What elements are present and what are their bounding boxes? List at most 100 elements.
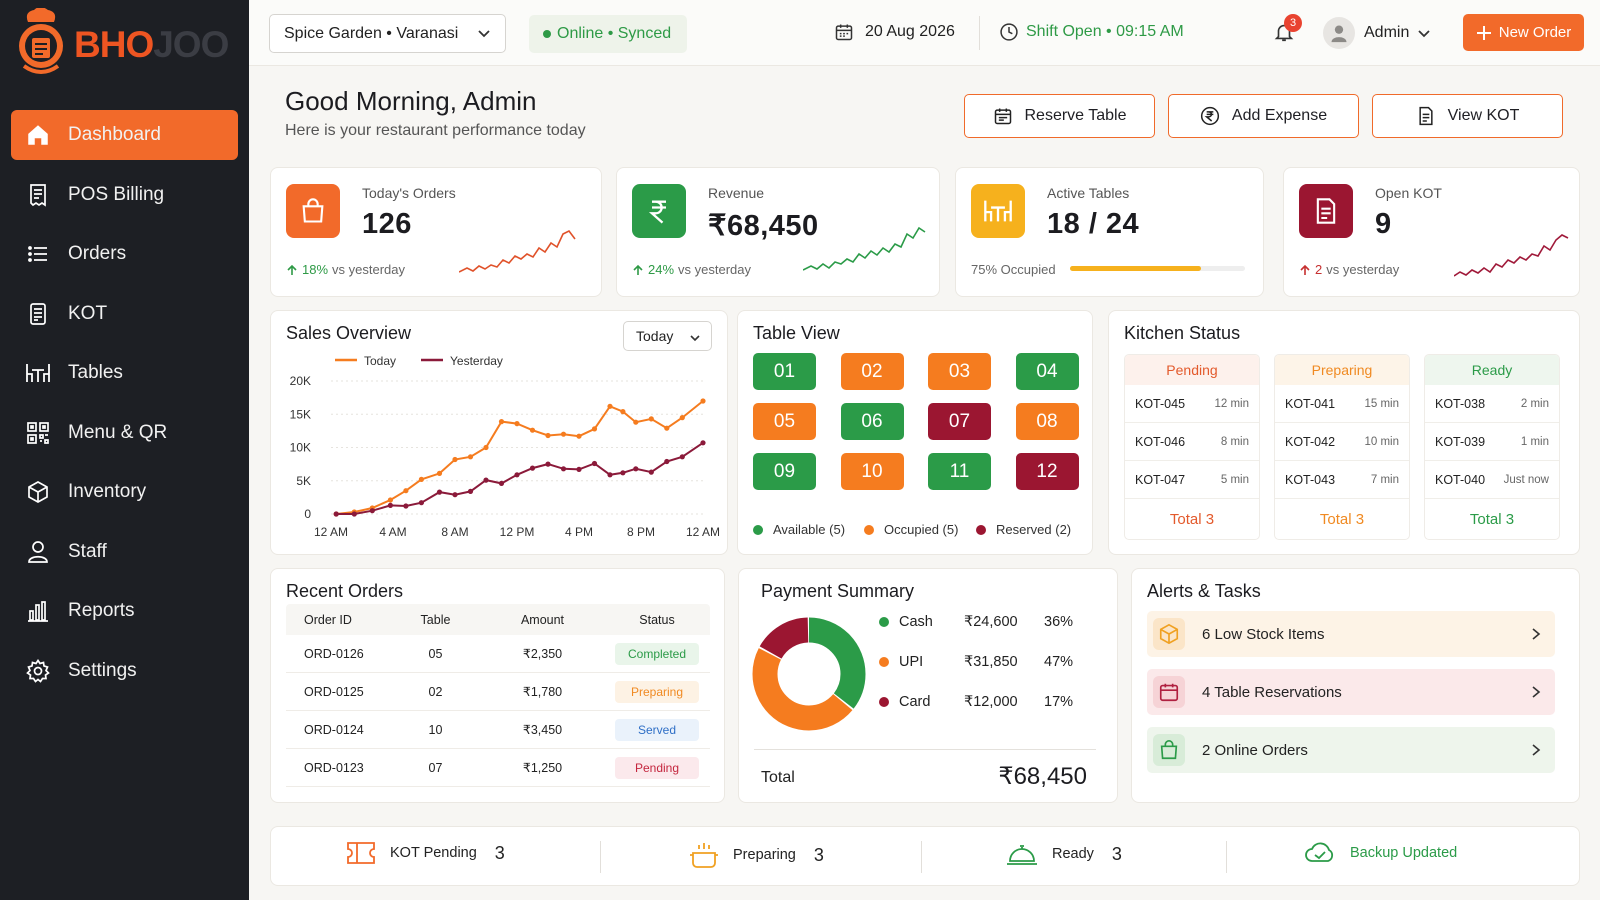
- kot-item[interactable]: KOT-040 Just now: [1425, 461, 1559, 499]
- payment-percent: 47%: [1044, 654, 1074, 670]
- delta-suffix: vs yesterday: [1326, 262, 1400, 277]
- kot-item[interactable]: KOT-045 12 min: [1125, 385, 1259, 423]
- reserve-table-button[interactable]: Reserve Table: [964, 94, 1155, 138]
- sidebar-item-kot[interactable]: KOT: [11, 289, 238, 339]
- sidebar-item-tables[interactable]: Tables: [11, 348, 238, 398]
- brand-logo[interactable]: BHOJOO: [14, 8, 229, 80]
- sidebar-item-staff[interactable]: Staff: [11, 527, 238, 577]
- table-icon: [971, 184, 1025, 238]
- data-point: [452, 456, 458, 463]
- user-name[interactable]: Admin: [1364, 24, 1410, 41]
- kot-item[interactable]: KOT-039 1 min: [1425, 423, 1559, 461]
- table-row[interactable]: ORD-0126 05 ₹2,350 Completed: [286, 635, 710, 673]
- sidebar-item-label: Orders: [68, 243, 127, 264]
- payment-dot-icon: [879, 657, 889, 667]
- table-tile-06[interactable]: 06: [840, 403, 904, 440]
- user-icon: [1331, 25, 1347, 43]
- table-tile-09[interactable]: 09: [753, 453, 816, 490]
- view-kot-button[interactable]: View KOT: [1372, 94, 1563, 138]
- kot-item[interactable]: KOT-041 15 min: [1275, 385, 1409, 423]
- receipt-icon: [25, 182, 51, 208]
- data-point: [545, 432, 551, 439]
- sidebar-item-orders[interactable]: Orders: [11, 229, 238, 279]
- top-bar: Spice Garden • Varanasi Online • Synced …: [249, 0, 1600, 66]
- calendar-icon: [835, 24, 853, 41]
- recent-orders-table: Order ID Table Amount Status ORD-0126 05…: [286, 604, 710, 787]
- data-point: [514, 421, 520, 427]
- order-status-cell: Pending: [604, 756, 710, 779]
- sidebar-item-label: POS Billing: [68, 183, 165, 205]
- order-amount: ₹2,350: [522, 647, 563, 661]
- order-table: 05: [428, 646, 443, 661]
- stat-label: Open KOT: [1375, 185, 1442, 201]
- status-badge: Served: [615, 718, 699, 741]
- bottom-preparing[interactable]: Preparing 3: [689, 841, 824, 869]
- kot-id: KOT-039: [1435, 434, 1486, 449]
- data-point: [418, 500, 424, 506]
- table-tile-10[interactable]: 10: [840, 453, 904, 490]
- divider: [754, 749, 1096, 750]
- table-tile-11[interactable]: 11: [928, 453, 991, 490]
- alert-table-reservations[interactable]: 4 Table Reservations: [1147, 669, 1555, 715]
- sidebar-item-dashboard[interactable]: Dashboard: [11, 110, 238, 160]
- sidebar-item-label: Settings: [68, 659, 137, 681]
- table-tile-03[interactable]: 03: [928, 353, 991, 390]
- legend-label: Today: [364, 354, 396, 368]
- data-point: [498, 480, 505, 486]
- box-icon: [1153, 618, 1185, 650]
- sidebar-item-pos-billing[interactable]: POS Billing: [11, 170, 238, 220]
- data-point: [620, 470, 626, 476]
- table-tile-01[interactable]: 01: [753, 353, 816, 390]
- table-tile-02[interactable]: 02: [840, 353, 904, 390]
- bottom-ready[interactable]: Ready 3: [1006, 841, 1122, 867]
- kot-item[interactable]: KOT-042 10 min: [1275, 423, 1409, 461]
- payment-method-card: Card: [879, 694, 930, 710]
- arrow-up-icon: [1300, 264, 1310, 275]
- kot-item[interactable]: KOT-047 5 min: [1125, 461, 1259, 499]
- data-point: [560, 466, 567, 472]
- stat-label: Revenue: [708, 185, 765, 201]
- order-id: ORD-0125: [304, 684, 364, 699]
- brand-part-b: JOO: [153, 23, 229, 65]
- table-tile-08[interactable]: 08: [1015, 403, 1079, 440]
- data-point: [467, 488, 474, 494]
- chevron-down-icon[interactable]: [1417, 27, 1431, 41]
- alert-online-orders[interactable]: 2 Online Orders: [1147, 727, 1555, 773]
- kot-item[interactable]: KOT-043 7 min: [1275, 461, 1409, 499]
- data-point: [620, 409, 626, 415]
- sidebar-item-reports[interactable]: Reports: [11, 586, 238, 636]
- add-expense-button[interactable]: Add Expense: [1168, 94, 1359, 138]
- table-row[interactable]: ORD-0123 07 ₹1,250 Pending: [286, 749, 710, 787]
- table-row[interactable]: ORD-0125 02 ₹1,780 Preparing: [286, 673, 710, 711]
- new-order-button[interactable]: New Order: [1463, 14, 1584, 51]
- data-point: [498, 419, 505, 425]
- order-amount: ₹1,780: [522, 685, 563, 699]
- table-tile-05[interactable]: 05: [753, 403, 816, 440]
- sidebar-item-settings[interactable]: Settings: [11, 646, 238, 696]
- data-point: [529, 427, 536, 433]
- kitchen-column-header: Pending: [1125, 355, 1259, 385]
- alert-label: 6 Low Stock Items: [1202, 625, 1325, 643]
- bottom-kot-pending[interactable]: KOT Pending 3: [346, 841, 505, 865]
- table-tile-12[interactable]: 12: [1015, 453, 1079, 490]
- outlet-selector[interactable]: Spice Garden • Varanasi: [269, 14, 506, 53]
- list-icon: [25, 241, 51, 267]
- sidebar-nav: Dashboard POS Billing Orders KOT Tables …: [11, 110, 238, 705]
- sales-range-select[interactable]: Today: [623, 321, 712, 351]
- table-tile-07[interactable]: 07: [928, 403, 991, 440]
- sidebar-item-label: Staff: [68, 540, 107, 562]
- sidebar-item-inventory[interactable]: Inventory: [11, 467, 238, 517]
- kot-time: 12 min: [1214, 397, 1249, 410]
- kitchen-column-header: Ready: [1425, 355, 1559, 385]
- document-icon: [1419, 106, 1433, 126]
- alert-low-stock[interactable]: 6 Low Stock Items: [1147, 611, 1555, 657]
- sidebar-item-menu-qr[interactable]: Menu & QR: [11, 408, 238, 458]
- y-tick-label: 10K: [290, 441, 311, 455]
- avatar[interactable]: [1323, 17, 1355, 49]
- kot-item[interactable]: KOT-046 8 min: [1125, 423, 1259, 461]
- sidebar-item-label: Dashboard: [68, 124, 161, 145]
- kot-item[interactable]: KOT-038 2 min: [1425, 385, 1559, 423]
- table-tile-04[interactable]: 04: [1015, 353, 1079, 390]
- table-row[interactable]: ORD-0124 10 ₹3,450 Served: [286, 711, 710, 749]
- stat-delta: 18% vs yesterday: [286, 262, 405, 277]
